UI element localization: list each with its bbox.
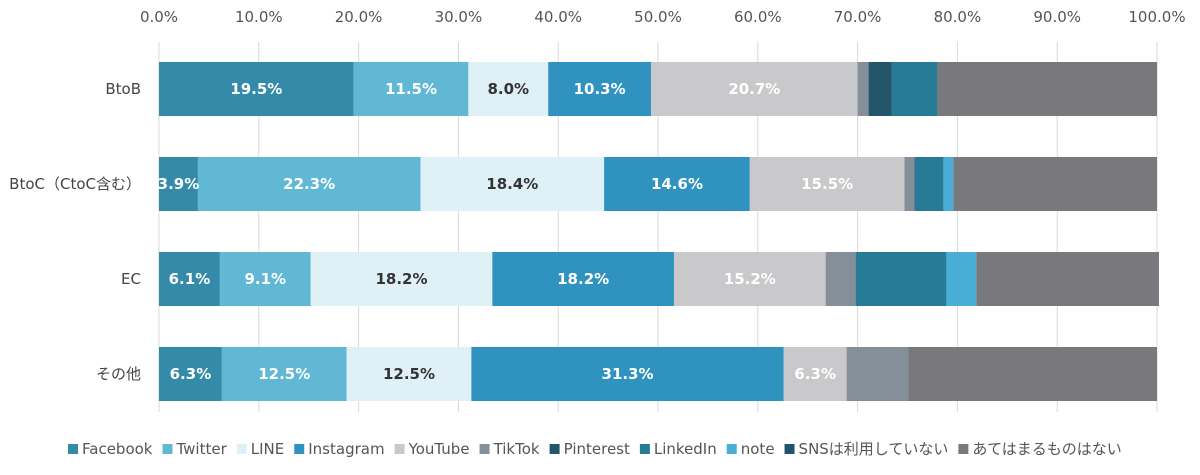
data-label: 22.3% <box>283 175 335 193</box>
category-label: EC <box>121 270 141 288</box>
data-label: 15.5% <box>801 175 853 193</box>
data-label: 12.5% <box>258 365 310 383</box>
legend-swatch <box>479 444 490 454</box>
bar-segment <box>159 347 222 401</box>
x-tick-label: 40.0% <box>534 8 582 26</box>
bar-segment <box>353 62 469 116</box>
data-label: 3.9% <box>158 175 200 193</box>
category-label: その他 <box>96 365 141 383</box>
x-axis-tick-labels: 0.0% 10.0% 20.0% 30.0% 40.0% 50.0% 60.0% 70.0% 8… <box>140 8 1186 26</box>
bar-segments <box>159 62 1159 401</box>
data-label: 8.0% <box>487 80 529 98</box>
legend-label: note <box>741 440 775 458</box>
bar-segment <box>346 347 472 401</box>
x-tick-label: 80.0% <box>934 8 982 26</box>
x-tick-label: 50.0% <box>634 8 682 26</box>
legend-label: あてはまるものはない <box>972 440 1121 458</box>
bar-segment <box>825 252 856 306</box>
bar-segment <box>159 157 198 211</box>
x-tick-label: 90.0% <box>1033 8 1081 26</box>
data-label: 11.5% <box>385 80 437 98</box>
data-label: 18.2% <box>557 270 609 288</box>
x-tick-label: 70.0% <box>834 8 882 26</box>
data-label: 18.2% <box>375 270 427 288</box>
bar-segment <box>219 252 311 306</box>
bar-segment <box>976 252 1159 306</box>
bar-segment <box>855 252 947 306</box>
legend-label: Instagram <box>308 440 384 458</box>
data-label: 18.4% <box>486 175 538 193</box>
data-label: 20.7% <box>728 80 780 98</box>
data-label: 31.3% <box>602 365 654 383</box>
bar-segment <box>908 347 1157 401</box>
bar-segment <box>468 62 549 116</box>
bar-segment <box>604 157 750 211</box>
legend-swatch <box>549 444 560 454</box>
legend-swatch <box>958 444 969 454</box>
legend-label: LinkedIn <box>654 440 717 458</box>
category-label: BtoC（CtoC含む） <box>9 175 141 193</box>
category-label: BtoB <box>105 80 141 98</box>
bar-segment <box>310 252 493 306</box>
bar-segment <box>651 62 858 116</box>
data-label: 14.6% <box>651 175 703 193</box>
legend-swatch <box>394 444 405 454</box>
bar-segment <box>946 252 977 306</box>
legend-label: Twitter <box>175 440 227 458</box>
bar-segment <box>891 62 938 116</box>
legend-swatch <box>162 444 173 454</box>
legend-label: SNSは利用していない <box>799 440 949 458</box>
data-label: 12.5% <box>383 365 435 383</box>
data-label: 15.2% <box>724 270 776 288</box>
x-tick-label: 60.0% <box>734 8 782 26</box>
data-label: 9.1% <box>244 270 286 288</box>
bar-segment <box>471 347 784 401</box>
bar-segment <box>159 252 220 306</box>
bar-segment <box>221 347 347 401</box>
data-label: 6.3% <box>170 365 212 383</box>
bar-segment <box>197 157 421 211</box>
bar-segment <box>953 157 1157 211</box>
data-labels: 19.5% 11.5% 8.0% 10.3% 20.7% 3.9% 22.3% 18.4% 14… <box>158 80 854 383</box>
legend: Facebook Twitter LINE Instagram YouTube TikTo… <box>68 440 1122 458</box>
x-tick-label: 10.0% <box>235 8 283 26</box>
x-tick-label: 100.0% <box>1128 8 1185 26</box>
data-label: 6.3% <box>794 365 836 383</box>
x-tick-label: 30.0% <box>435 8 483 26</box>
bar-segment <box>914 157 944 211</box>
legend-label: Pinterest <box>564 440 630 458</box>
bar-segment <box>943 157 954 211</box>
data-label: 19.5% <box>230 80 282 98</box>
bar-segment <box>783 347 847 401</box>
legend-swatch <box>726 444 737 454</box>
category-labels: BtoB BtoC（CtoC含む） EC その他 <box>9 80 141 383</box>
data-label: 10.3% <box>574 80 626 98</box>
bar-segment <box>420 157 605 211</box>
bar-segment <box>846 347 909 401</box>
bar-segment <box>159 62 354 116</box>
legend-swatch <box>294 444 305 454</box>
legend-label: LINE <box>251 440 284 458</box>
bar-segment <box>868 62 892 116</box>
bar-segment <box>548 62 652 116</box>
bar-segment <box>937 62 1157 116</box>
x-tick-label: 0.0% <box>140 8 178 26</box>
legend-swatch <box>784 444 795 454</box>
x-tick-label: 20.0% <box>335 8 383 26</box>
bar-segment <box>904 157 915 211</box>
data-label: 6.1% <box>169 270 211 288</box>
legend-swatch <box>236 444 247 454</box>
bar-segment <box>749 157 905 211</box>
legend-swatch <box>639 444 650 454</box>
legend-label: Facebook <box>82 440 153 458</box>
bar-segment <box>492 252 674 306</box>
bar-segment <box>673 252 826 306</box>
legend-swatch <box>68 444 78 454</box>
legend-label: YouTube <box>408 440 470 458</box>
legend-label: TikTok <box>493 440 540 458</box>
bar-segment <box>857 62 869 116</box>
